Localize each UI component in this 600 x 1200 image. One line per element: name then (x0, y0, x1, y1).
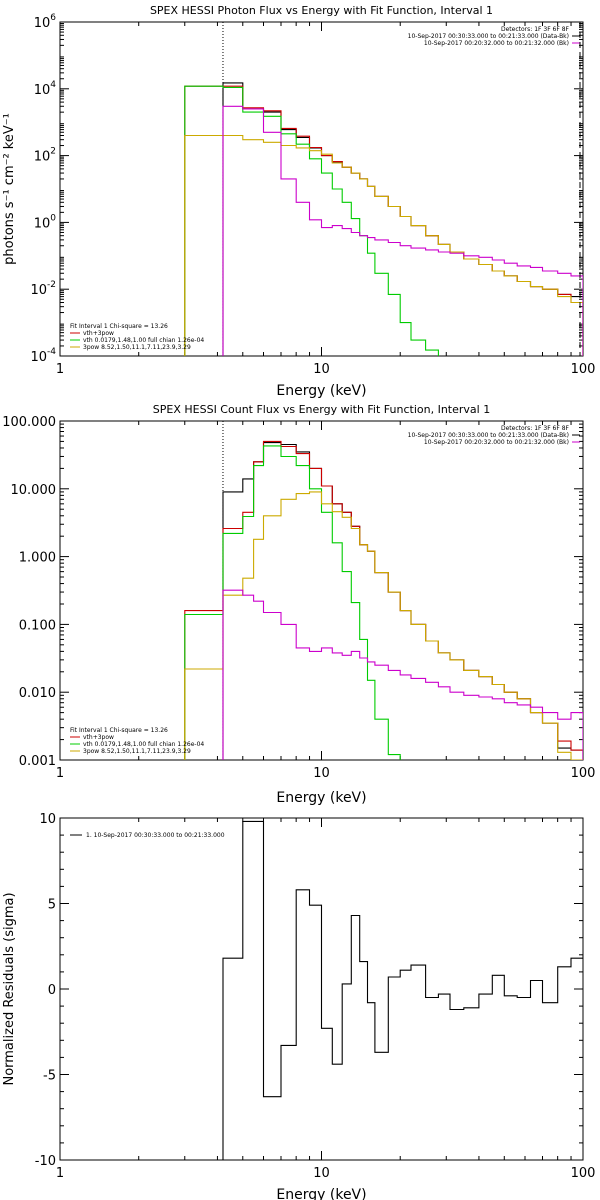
count-flux-panel: SPEX HESSI Count Flux vs Energy with Fit… (2, 403, 595, 806)
legend-entry: Fit Interval 1 Chi-square = 13.26 (70, 323, 168, 330)
y-tick-exponent: 2 (50, 147, 56, 157)
y-axis-label: photons s⁻¹ cm⁻² keV⁻¹ (2, 113, 17, 265)
series-bk (222, 105, 583, 356)
legend-entry: vth 0.0179,1.48,1.00 full chian 1.26e-04 (83, 741, 204, 748)
y-tick-label: 10 (39, 812, 56, 827)
series-bk (222, 589, 583, 760)
legend-entry: vth+3pow (83, 734, 114, 741)
chart-title: SPEX HESSI Photon Flux vs Energy with Fi… (150, 4, 493, 17)
x-tick-label: 1 (56, 1166, 64, 1181)
y-tick-label: -10 (35, 1154, 56, 1169)
legend-entry: 10-Sep-2017 00:20:32.000 to 00:21:32.000… (424, 439, 569, 446)
series-vth-3pow (184, 440, 583, 760)
y-tick-label: 10-4 (30, 347, 56, 365)
y-tick-exponent: -4 (47, 347, 56, 357)
chart-title: SPEX HESSI Count Flux vs Energy with Fit… (153, 403, 490, 416)
y-tick-exponent: 6 (50, 13, 56, 23)
y-tick-label: 5 (48, 898, 56, 913)
series-vth (184, 445, 401, 760)
y-tick-base: 10 (30, 283, 47, 298)
y-tick-label: 10.000 (11, 483, 57, 498)
photon-flux-panel: SPEX HESSI Photon Flux vs Energy with Fi… (2, 4, 595, 399)
x-tick-label: 100 (571, 1166, 596, 1181)
y-tick-label: 0.010 (19, 686, 56, 701)
legend-entry: 10-Sep-2017 00:30:33.000 to 00:21:33.000… (408, 33, 569, 40)
y-tick-label: 106 (34, 13, 57, 31)
legend-entry: vth 0.0179,1.48,1.00 full chian 1.26e-04 (83, 337, 204, 344)
plot-area (184, 22, 583, 356)
y-tick-label: 0.100 (19, 618, 56, 633)
legend-entry: Detectors: 1F 3F 6F 8F (501, 425, 570, 432)
series-3pow (184, 134, 583, 356)
series-data-bk (222, 442, 583, 760)
series-vth-3pow (184, 85, 583, 356)
legend-entry: 3pow 8.52,1.50,11.1,7.11,23.9,3.29 (83, 748, 191, 755)
legend-entry: vth+3pow (83, 330, 114, 337)
y-tick-exponent: 4 (50, 80, 56, 90)
legend-entry: 10-Sep-2017 00:30:33.000 to 00:21:33.000… (408, 432, 569, 439)
x-tick-label: 1 (56, 766, 64, 781)
legend-entry: 3pow 8.52,1.50,11.1,7.11,23.9,3.29 (83, 344, 191, 351)
series-residuals (222, 820, 583, 1160)
y-tick-base: 10 (34, 216, 51, 231)
y-tick-label: -5 (43, 1069, 56, 1084)
plot-frame (59, 21, 584, 357)
y-tick-label: 1.000 (19, 551, 56, 566)
x-tick-label: 100 (571, 766, 596, 781)
legend-entry: Detectors: 1F 3F 6F 8F (501, 26, 570, 33)
series-data-bk (222, 82, 583, 356)
x-tick-label: 100 (571, 362, 596, 377)
y-tick-base: 10 (34, 150, 51, 165)
x-tick-label: 10 (313, 362, 330, 377)
legend-entry: 1. 10-Sep-2017 00:30:33.000 to 00:21:33.… (86, 832, 225, 839)
y-tick-label: 100.000 (2, 415, 56, 430)
plot-area (184, 421, 583, 760)
y-tick-label: 0.001 (19, 754, 56, 769)
y-tick-label: 102 (34, 147, 56, 165)
legend-entry: 10-Sep-2017 00:20:32.000 to 00:21:32.000… (424, 40, 569, 47)
residuals-panel: 1 10 100 -10 -5 0 5 10 Energy (keV) Normalized Re… (2, 812, 595, 1200)
series-3pow (184, 491, 583, 760)
y-tick-label: 104 (34, 80, 57, 98)
y-tick-label: 0 (48, 983, 56, 998)
y-tick-exponent: 0 (50, 213, 56, 223)
y-tick-base: 10 (34, 83, 51, 98)
legend-entry: Fit Interval 1 Chi-square = 13.26 (70, 727, 168, 734)
x-axis-label: Energy (keV) (276, 790, 366, 806)
y-tick-base: 10 (34, 16, 51, 31)
x-axis-label: Energy (keV) (276, 383, 366, 399)
y-tick-label: 10-2 (30, 280, 56, 298)
plot-area (222, 820, 583, 1160)
y-tick-label: 100 (34, 213, 57, 231)
x-axis-label: Energy (keV) (276, 1187, 366, 1200)
y-tick-base: 10 (30, 350, 47, 365)
x-tick-label: 10 (313, 766, 330, 781)
x-tick-label: 1 (56, 362, 64, 377)
y-tick-exponent: -2 (47, 280, 56, 290)
y-axis-label: Normalized Residuals (sigma) (2, 892, 17, 1085)
x-tick-label: 10 (313, 1166, 330, 1181)
